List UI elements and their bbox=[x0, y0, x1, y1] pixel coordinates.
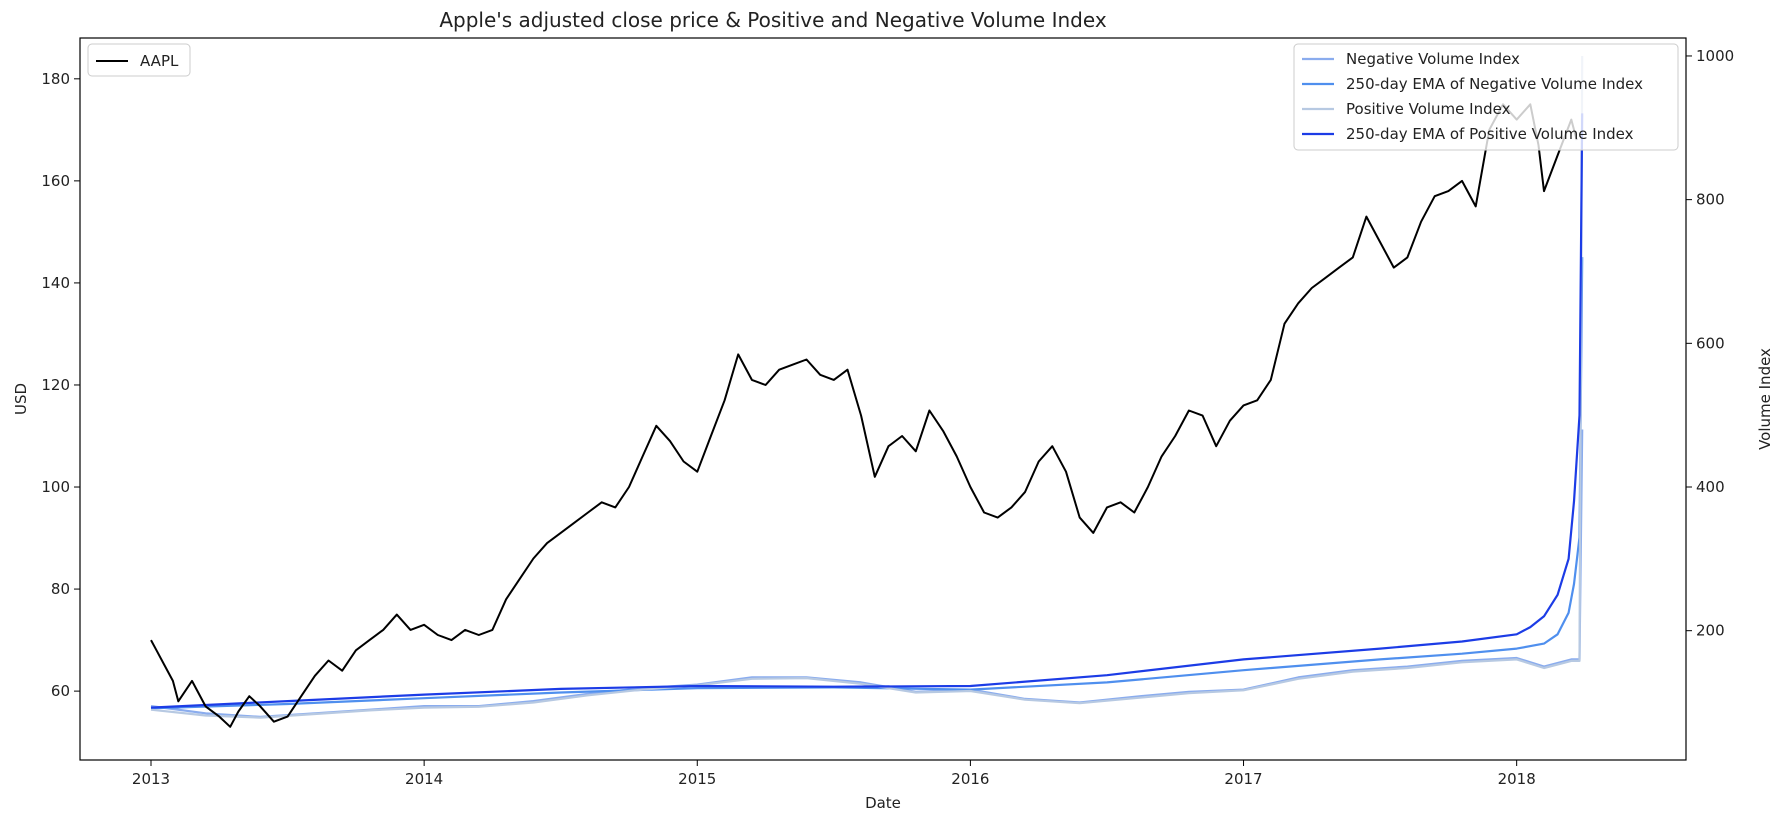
x-tick-label: 2015 bbox=[678, 770, 716, 788]
series-line-positive-volume-index bbox=[150, 55, 1584, 719]
price-series bbox=[150, 103, 1578, 728]
y-tick-label: 160 bbox=[41, 172, 70, 190]
y2-tick-label: 1000 bbox=[1696, 47, 1734, 65]
x-axis-label: Date bbox=[865, 794, 901, 812]
x-tick-label: 2016 bbox=[951, 770, 989, 788]
x-tick-label: 2014 bbox=[405, 770, 443, 788]
legend-left: AAPL bbox=[87, 43, 191, 77]
y-axis-label: USD bbox=[12, 383, 30, 415]
plot-frame bbox=[79, 37, 1687, 761]
y2-tick-label: 800 bbox=[1696, 191, 1725, 209]
y2-tick-label: 400 bbox=[1696, 478, 1725, 496]
series-line-250-day-ema-of-positive-volume-index bbox=[150, 113, 1584, 709]
y-tick-label: 120 bbox=[41, 376, 70, 394]
y-axis-right: 200 400 600 800 1000 bbox=[1686, 47, 1734, 640]
x-tick-label: 2013 bbox=[132, 770, 170, 788]
y-axis-left: 60 80 100 120 140 160 180 bbox=[41, 70, 80, 700]
x-axis: 2013 2014 2015 2016 2017 2018 bbox=[132, 760, 1536, 788]
x-tick-label: 2017 bbox=[1224, 770, 1262, 788]
y-tick-label: 140 bbox=[41, 274, 70, 292]
x-tick-label: 2018 bbox=[1498, 770, 1536, 788]
series-line-aapl bbox=[150, 103, 1578, 728]
y-tick-label: 180 bbox=[41, 70, 70, 88]
series-line-250-day-ema-of-negative-volume-index bbox=[150, 257, 1584, 710]
legend-right: Negative Volume Index 250-day EMA of Nega… bbox=[1293, 43, 1679, 151]
y2-axis-label: Volume Index bbox=[1756, 348, 1774, 450]
legend-entry-label: Negative Volume Index bbox=[1346, 50, 1520, 68]
y-tick-label: 60 bbox=[51, 682, 70, 700]
legend-entry-label: 250-day EMA of Positive Volume Index bbox=[1346, 125, 1634, 143]
chart-title: Apple's adjusted close price & Positive … bbox=[439, 8, 1106, 32]
y2-tick-label: 200 bbox=[1696, 622, 1725, 640]
y2-tick-label: 600 bbox=[1696, 334, 1725, 352]
legend-entry-label: AAPL bbox=[140, 52, 179, 70]
volume-index-series bbox=[150, 55, 1584, 719]
legend-left-box bbox=[87, 43, 191, 77]
y-tick-label: 80 bbox=[51, 580, 70, 598]
y-tick-label: 100 bbox=[41, 478, 70, 496]
legend-right-box bbox=[1293, 43, 1679, 151]
legend-entry-label: 250-day EMA of Negative Volume Index bbox=[1346, 75, 1643, 93]
legend-entry-label: Positive Volume Index bbox=[1346, 100, 1511, 118]
